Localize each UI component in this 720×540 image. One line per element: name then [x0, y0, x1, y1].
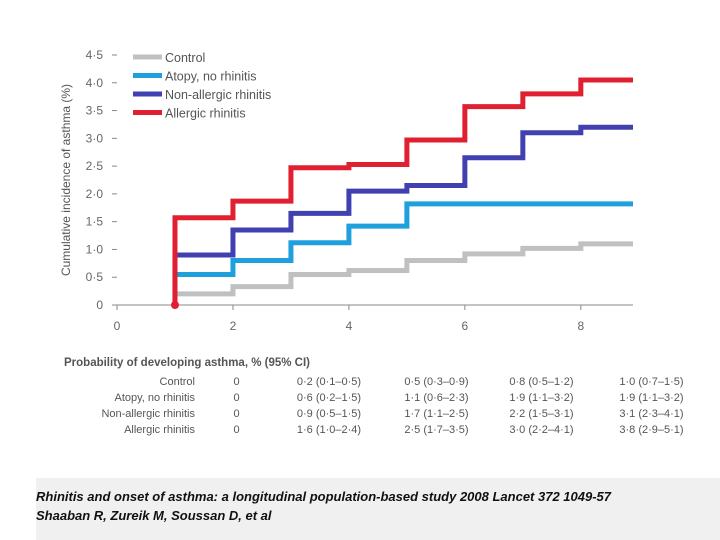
- table-cell: 0: [233, 392, 240, 404]
- probability-table: Control 0 0·2 (0·1–0·5) 0·5 (0·3–0·9) 0·8 (0…: [60, 374, 709, 438]
- legend-label: Non-allergic rhinitis: [165, 88, 271, 102]
- citation-line-2: Shaaban R, Zureik M, Soussan D, et al: [36, 508, 272, 523]
- table-cell: 0·5 (0·3–0·9): [404, 376, 469, 388]
- table-row-label: Allergic rhinitis: [124, 424, 195, 436]
- table-cell: 0·2 (0·1–0·5): [296, 376, 362, 388]
- chart-axes: 0 2 4 6 8 0 0·5 1·0 1·5 2·0 2·5 3·0 3·5 4·0 4·5: [86, 48, 633, 333]
- legend-label: Allergic rhinitis: [165, 107, 246, 121]
- x-tick-label: 6: [462, 319, 469, 333]
- x-tick-label: 0: [114, 319, 121, 333]
- table-cell: 1·6 (1·0–2·4): [296, 424, 362, 436]
- y-tick-label: 4·5: [86, 48, 104, 62]
- table-cell: 1·1 (0·6–2·3): [404, 392, 469, 404]
- y-tick-label: 4·0: [86, 76, 104, 90]
- table-cell: 3·0 (2·2–4·1): [509, 424, 574, 436]
- probability-table-title: Probability of developing asthma, % (95%…: [64, 357, 311, 369]
- table-row: Non-allergic rhinitis 0 0·9 (0·5–1·5) 1·7 (…: [60, 406, 709, 422]
- y-tick-label: 0·5: [86, 270, 104, 284]
- table-cell: 3·1 (2·3–4·1): [619, 408, 684, 420]
- table-cell: 0: [233, 376, 240, 388]
- chart-legend: Control Atopy, no rhinitis Non-allergic rh…: [133, 51, 271, 121]
- table-cell: 1·9 (1·1–3·2): [619, 392, 684, 404]
- table-cell: 2·2 (1·5–3·1): [509, 408, 574, 420]
- table-cell: 0·9 (0·5–1·5): [296, 408, 362, 420]
- x-tick-label: 4: [346, 319, 353, 333]
- citation-line-1: Rhinitis and onset of asthma: a longitud…: [36, 489, 612, 504]
- table-row-label: Atopy, no rhinitis: [114, 392, 195, 404]
- chart-series: [170, 77, 633, 309]
- series-line-3: [172, 77, 633, 305]
- citation: Rhinitis and onset of asthma: a longitud…: [36, 487, 716, 525]
- table-row-label: Non-allergic rhinitis: [101, 408, 195, 420]
- x-tick-label: 8: [577, 319, 584, 333]
- table-cell: 0·8 (0·5–1·2): [509, 376, 574, 388]
- table-cell: 0: [233, 424, 240, 436]
- y-tick-label: 3·0: [86, 131, 104, 145]
- start-marker: [170, 301, 179, 309]
- series-line-0: [172, 241, 633, 305]
- kaplan-meier-chart: 0 2 4 6 8 0 0·5 1·0 1·5 2·0 2·5 3·0 3·5 4·0 4·5 Contro…: [59, 48, 633, 333]
- series-line-2: [172, 124, 633, 305]
- y-axis-label: Cumulative incidence of asthma (%): [59, 84, 73, 276]
- table-row: Control 0 0·2 (0·1–0·5) 0·5 (0·3–0·9) 0·8 (0…: [60, 374, 709, 390]
- table-cell: 2·5 (1·7–3·5): [404, 424, 469, 436]
- table-cell: 1·7 (1·1–2·5): [404, 408, 469, 420]
- table-cell: 3·8 (2·9–5·1): [619, 424, 684, 436]
- table-cell: 1·9 (1·1–3·2): [509, 392, 574, 404]
- y-tick-label: 2·5: [86, 159, 104, 173]
- table-row: Allergic rhinitis 0 1·6 (1·0–2·4) 2·5 (1·7–…: [60, 422, 709, 438]
- table-row: Atopy, no rhinitis 0 0·6 (0·2–1·5) 1·1 (0·6…: [60, 390, 709, 406]
- series-line-1: [172, 201, 633, 305]
- citation-box: [36, 478, 720, 540]
- legend-label: Atopy, no rhinitis: [165, 70, 256, 84]
- table-cell: 0: [233, 408, 240, 420]
- y-tick-label: 2·0: [86, 187, 104, 201]
- y-tick-label: 0: [96, 298, 103, 312]
- legend-label: Control: [165, 51, 205, 65]
- table-row-label: Control: [159, 376, 195, 388]
- x-tick-label: 2: [230, 319, 237, 333]
- y-tick-label: 1·5: [86, 215, 104, 229]
- table-cell: 1·0 (0·7–1·5): [619, 376, 684, 388]
- table-cell: 0·6 (0·2–1·5): [296, 392, 362, 404]
- y-tick-label: 3·5: [86, 104, 104, 118]
- y-tick-label: 1·0: [86, 242, 104, 256]
